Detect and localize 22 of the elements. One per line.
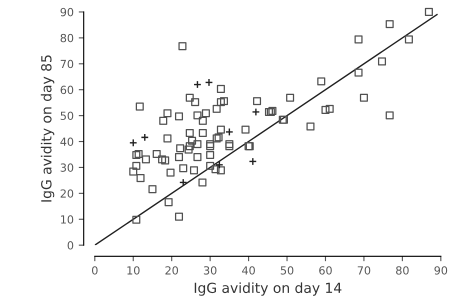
x-tick-label: 50 (280, 266, 294, 275)
x-tick-label: 60 (319, 266, 332, 275)
x-tick-label: 0 (92, 266, 98, 275)
x-tick-label: 80 (396, 266, 409, 275)
x-axis-title: IgG avidity on day 14 (194, 282, 342, 296)
y-tick-label: 10 (61, 215, 74, 224)
y-tick-label: 0 (68, 241, 74, 250)
y-tick-label: 80 (60, 34, 74, 42)
x-tick-label: 10 (127, 266, 140, 275)
y-tick-label: 50 (60, 112, 74, 120)
y-tick-label: 20 (60, 189, 74, 198)
x-tick-label: 30 (204, 266, 216, 275)
y-axis-title: IgG avidity on day 85 (40, 55, 54, 202)
y-tick-label: 40 (60, 138, 74, 146)
y-tick-label: 70 (60, 60, 74, 68)
y-tick-label: 60 (60, 86, 74, 94)
x-tick-label: 90 (434, 266, 448, 275)
y-tick-label: 30 (60, 163, 74, 172)
x-tick-label: 70 (358, 266, 370, 275)
x-tick-label: 40 (242, 266, 255, 275)
y-tick-label: 90 (60, 8, 74, 16)
x-tick-label: 20 (165, 266, 178, 275)
